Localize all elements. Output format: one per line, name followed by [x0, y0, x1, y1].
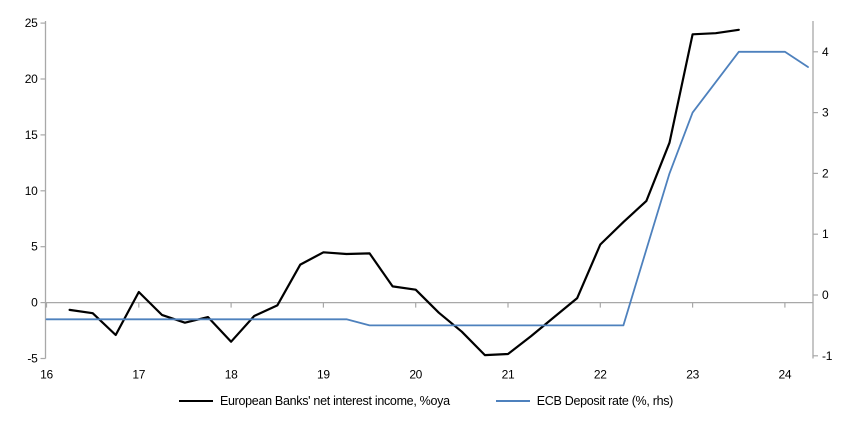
x-axis-tick-label: 16 — [40, 368, 53, 382]
right-axis-tick-label: -1 — [822, 349, 833, 363]
x-axis-tick-label: 18 — [225, 368, 238, 382]
x-axis-tick-label: 21 — [502, 368, 515, 382]
x-axis-tick-label: 19 — [317, 368, 330, 382]
ecb-deposit-rate-line-swatch — [495, 400, 530, 402]
left-axis-tick-label: 25 — [25, 16, 38, 30]
left-axis-tick-label: 0 — [31, 296, 38, 310]
right-axis-tick-label: 4 — [822, 45, 829, 59]
x-axis-tick-label: 20 — [409, 368, 422, 382]
left-axis-tick-label: 10 — [25, 184, 38, 198]
x-axis-tick-label: 22 — [594, 368, 607, 382]
legend: European Banks' net interest income, %oy… — [0, 394, 852, 408]
x-axis-tick-label: 23 — [686, 368, 699, 382]
legend-item-ecb-deposit-rate: ECB Deposit rate (%, rhs) — [495, 394, 674, 408]
left-axis-tick-label: 20 — [25, 72, 38, 86]
right-axis-tick-label: 3 — [822, 106, 829, 120]
net-interest-income-line — [68, 28, 740, 357]
legend-label-net-interest-income: European Banks' net interest income, %oy… — [219, 394, 450, 408]
x-axis-tick-label: 24 — [779, 368, 792, 382]
right-axis-tick-label: 2 — [822, 166, 829, 180]
net-interest-income-line-swatch — [178, 400, 213, 402]
legend-label-ecb-deposit-rate: ECB Deposit rate (%, rhs) — [536, 394, 674, 408]
right-axis-tick-label: 0 — [822, 288, 829, 302]
left-axis-tick-label: -5 — [27, 352, 38, 366]
left-axis-tick-label: 5 — [31, 240, 38, 254]
right-axis-tick-label: 1 — [822, 227, 829, 241]
left-axis-tick-label: 15 — [25, 128, 38, 142]
x-axis-tick-label: 17 — [132, 368, 145, 382]
ecb-deposit-rate-line — [45, 50, 809, 327]
legend-item-net-interest-income: European Banks' net interest income, %oy… — [178, 394, 450, 408]
